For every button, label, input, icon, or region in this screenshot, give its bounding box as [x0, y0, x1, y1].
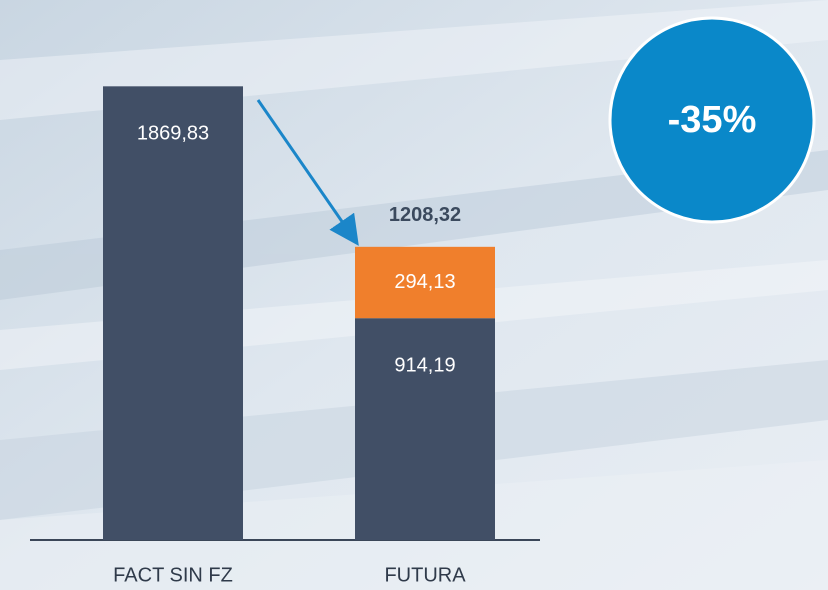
arrow — [256, 99, 359, 246]
value-label: 914,19 — [394, 354, 455, 376]
bar-segment — [355, 246, 495, 319]
value-label: 1869,83 — [137, 123, 209, 145]
x-tick-label: FACT SIN FZ — [113, 564, 233, 586]
bar-segment — [355, 318, 495, 540]
bar-segment — [103, 86, 243, 541]
x-tick-label: FUTURA — [384, 564, 466, 586]
badge — [608, 16, 816, 224]
total-label: 1208,32 — [389, 204, 461, 226]
value-label: 294,13 — [394, 271, 455, 293]
badge-text: -35% — [668, 99, 757, 141]
